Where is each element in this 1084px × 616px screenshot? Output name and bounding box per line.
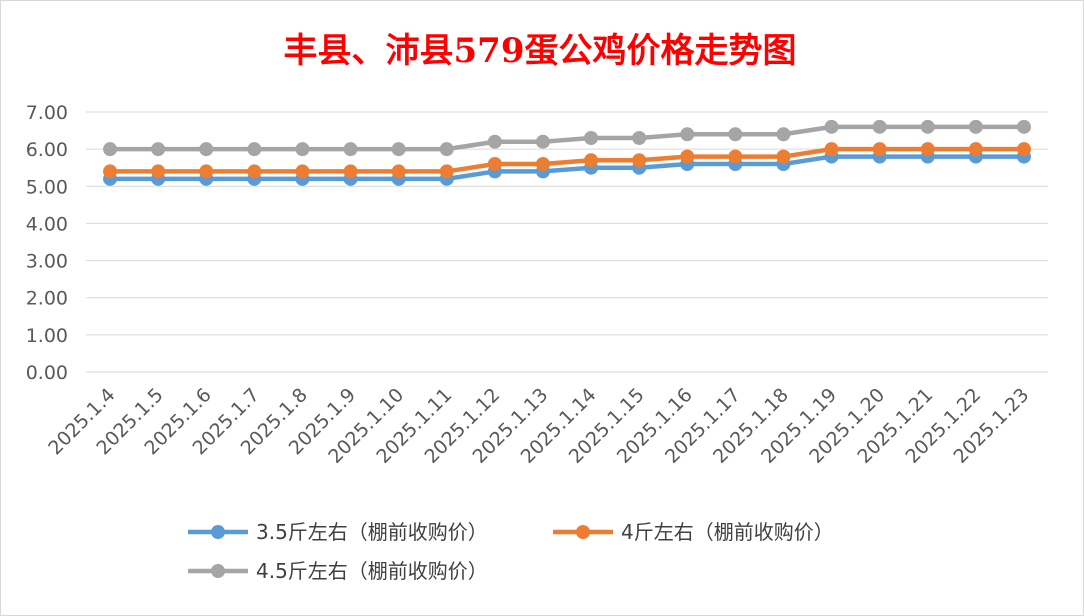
data-point [920,119,935,134]
series-line [110,124,1024,152]
data-point [728,149,743,164]
data-point [968,142,983,157]
data-point [584,131,599,145]
series-2 [103,142,1031,179]
data-point [343,142,358,157]
data-point [247,164,262,179]
legend-item: 4斤左右（棚前收购价） [553,520,834,544]
data-point [632,153,647,168]
y-tick-label: 0.00 [26,362,68,384]
data-point [247,142,262,157]
legend-label: 4.5斤左右（棚前收购价） [256,559,488,583]
series-3 [103,119,1031,157]
data-point [535,157,550,171]
data-point [103,142,118,157]
legend-swatch-marker [211,525,225,539]
data-point [439,164,454,179]
y-tick-label: 6.00 [26,139,68,161]
data-point [343,164,358,179]
y-tick-label: 2.00 [26,288,68,310]
legend-label: 3.5斤左右（棚前收购价） [256,520,488,544]
data-point [776,127,791,142]
y-axis-tick-labels: 0.00 1.00 2.00 3.00 4.00 5.00 6.00 7.00 [26,102,68,384]
data-point [824,119,839,134]
data-point [391,164,406,179]
data-point [872,142,887,157]
legend-swatch-marker [576,525,590,539]
data-point [199,142,214,157]
data-point [199,164,214,179]
data-point [391,142,406,157]
y-tick-label: 4.00 [26,213,68,235]
data-point [680,149,695,164]
data-point [151,142,166,157]
data-point [632,131,647,145]
data-point [920,142,935,157]
data-point [728,127,743,142]
legend: 3.5斤左右（棚前收购价） 4斤左右（棚前收购价） 4.5斤左右（棚前收购价） [188,520,834,583]
legend-item: 4.5斤左右（棚前收购价） [188,559,488,583]
data-point [295,142,310,157]
legend-swatch-marker [211,564,225,578]
data-point [872,119,887,134]
y-tick-label: 3.00 [26,251,68,273]
data-point [776,149,791,164]
data-point [680,127,695,142]
data-point [439,142,454,157]
data-point [103,164,118,179]
data-point [487,134,502,149]
data-point [295,164,310,179]
data-point [968,119,983,134]
data-point [535,134,550,149]
series-line [110,154,1024,182]
legend-item: 3.5斤左右（棚前收购价） [188,520,488,544]
data-point [584,153,599,168]
data-point [1016,119,1031,134]
y-tick-label: 5.00 [26,176,68,198]
y-tick-label: 7.00 [26,102,68,124]
data-point [487,157,502,171]
data-point [151,164,166,179]
series-line [110,146,1024,174]
legend-label: 4斤左右（棚前收购价） [621,520,834,544]
y-tick-label: 1.00 [26,325,68,347]
series-lines [103,119,1031,186]
data-point [824,142,839,157]
data-point [1016,142,1031,157]
chart-title: 丰县、沛县579蛋公鸡价格走势图 [284,31,797,71]
